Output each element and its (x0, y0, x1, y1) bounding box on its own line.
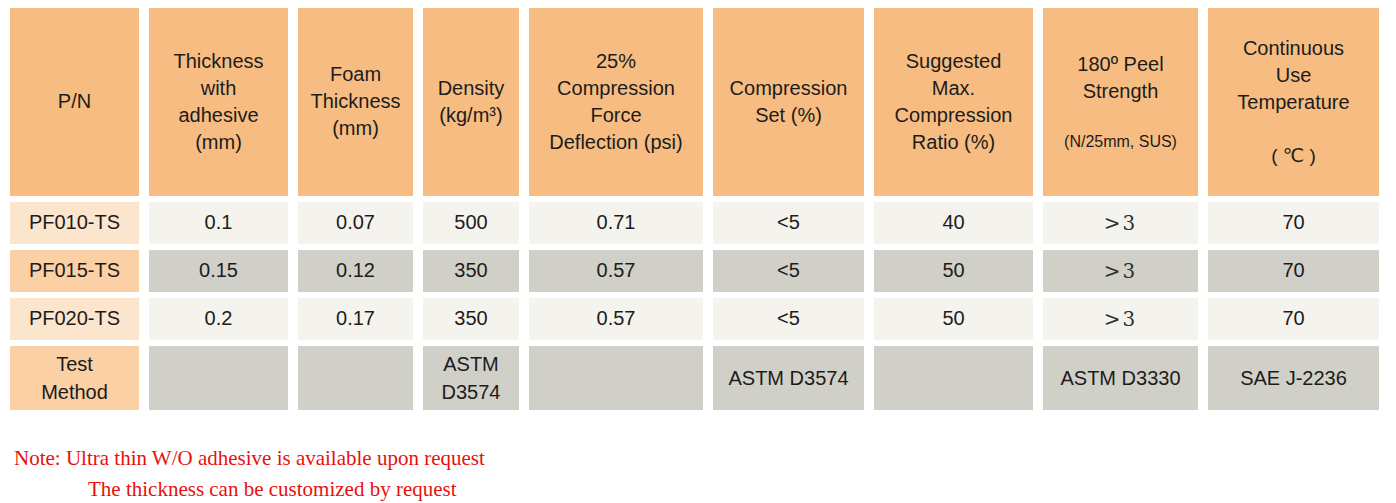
cell-value: 0.1 (149, 202, 288, 244)
header-sublabel: (N/25mm, SUS) (1045, 132, 1196, 152)
header-sublabel: ( ℃ ) (1210, 143, 1377, 169)
header-row: P/N Thickness with adhesive (mm) Foam Th… (10, 8, 1379, 196)
col-header-continuous-use-temperature: Continuous Use Temperature ( ℃ ) (1208, 8, 1379, 196)
cell-part-number: PF020-TS (10, 298, 139, 340)
cell-value: 0.2 (149, 298, 288, 340)
cell-test-method (529, 346, 703, 410)
cell-value: 0.17 (298, 298, 413, 340)
cell-test-method: ASTM D3574 (423, 346, 519, 410)
header-label: Continuous Use Temperature (1210, 35, 1377, 116)
col-header-suggested-max-compression-ratio: Suggested Max. Compression Ratio (%) (874, 8, 1033, 196)
footnote-line-2: The thickness can be customized by reque… (14, 474, 1396, 503)
cell-part-number: PF015-TS (10, 250, 139, 292)
cell-value: 0.15 (149, 250, 288, 292)
cell-value: 50 (874, 298, 1033, 340)
cell-value: 0.71 (529, 202, 703, 244)
cell-test-method: ASTM D3330 (1043, 346, 1198, 410)
cell-value: 0.07 (298, 202, 413, 244)
cell-value: 350 (423, 298, 519, 340)
cell-value: 70 (1208, 250, 1379, 292)
cell-value: <5 (713, 298, 864, 340)
col-header-compression-set: Compression Set (%) (713, 8, 864, 196)
cell-value: 0.57 (529, 298, 703, 340)
cell-test-method (874, 346, 1033, 410)
footnote-line-1: Note: Ultra thin W/O adhesive is availab… (14, 443, 1396, 474)
cell-test-method-label: Test Method (10, 346, 139, 410)
cell-value: >3 (1043, 250, 1198, 292)
cell-value: 0.57 (529, 250, 703, 292)
col-header-pn: P/N (10, 8, 139, 196)
table-row-pf015-ts: PF015-TS 0.15 0.12 350 0.57 <5 50 >3 70 (10, 250, 1379, 292)
col-header-foam-thickness: Foam Thickness (mm) (298, 8, 413, 196)
cell-test-method: ASTM D3574 (713, 346, 864, 410)
table-row-pf020-ts: PF020-TS 0.2 0.17 350 0.57 <5 50 >3 70 (10, 298, 1379, 340)
spec-sheet-page: P/N Thickness with adhesive (mm) Foam Th… (0, 0, 1396, 503)
cell-value: 350 (423, 250, 519, 292)
cell-value: 40 (874, 202, 1033, 244)
header-label: 180º Peel Strength (1045, 51, 1196, 105)
cell-value: >3 (1043, 202, 1198, 244)
cell-part-number: PF010-TS (10, 202, 139, 244)
cell-value: 50 (874, 250, 1033, 292)
cell-value: <5 (713, 250, 864, 292)
cell-value: >3 (1043, 298, 1198, 340)
cell-value: 70 (1208, 202, 1379, 244)
table-row-pf010-ts: PF010-TS 0.1 0.07 500 0.71 <5 40 >3 70 (10, 202, 1379, 244)
col-header-density: Density (kg/m³) (423, 8, 519, 196)
footnote: Note: Ultra thin W/O adhesive is availab… (14, 443, 1396, 503)
product-spec-table: P/N Thickness with adhesive (mm) Foam Th… (0, 2, 1389, 416)
cell-test-method (149, 346, 288, 410)
col-header-peel-strength: 180º Peel Strength (N/25mm, SUS) (1043, 8, 1198, 196)
test-method-row: Test Method ASTM D3574 ASTM D3574 ASTM D… (10, 346, 1379, 410)
cell-test-method (298, 346, 413, 410)
cell-value: 500 (423, 202, 519, 244)
col-header-compression-force-deflection: 25% Compression Force Deflection (psi) (529, 8, 703, 196)
cell-value: 70 (1208, 298, 1379, 340)
cell-value: 0.12 (298, 250, 413, 292)
cell-value: <5 (713, 202, 864, 244)
col-header-thickness-with-adhesive: Thickness with adhesive (mm) (149, 8, 288, 196)
cell-test-method: SAE J-2236 (1208, 346, 1379, 410)
